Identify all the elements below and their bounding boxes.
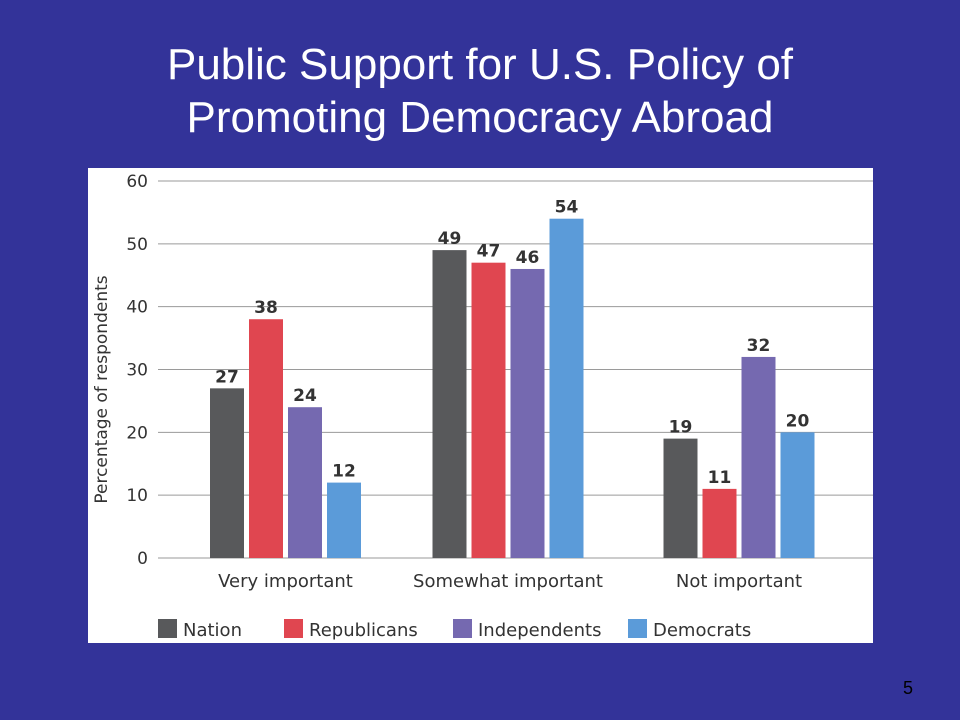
bar-value-label: 46 [516, 248, 540, 268]
bar-value-label: 47 [477, 242, 501, 262]
slide-title: Public Support for U.S. Policy of Promot… [0, 38, 960, 144]
y-axis-label: Percentage of respondents [92, 275, 112, 503]
bar-value-label: 54 [555, 198, 579, 218]
bar-value-label: 24 [293, 386, 317, 406]
bar-value-label: 11 [708, 468, 732, 488]
legend-swatch [453, 619, 472, 638]
bar-chart: 0 10 20 30 40 50 60 Percentage of respondents 27… [92, 172, 873, 641]
legend-label: Democrats [653, 620, 751, 641]
bar-value-label: 32 [747, 336, 771, 356]
bar [210, 388, 244, 558]
slide-title-line-2: Promoting Democracy Abroad [186, 93, 774, 142]
y-tick-label: 10 [126, 486, 148, 506]
legend-swatch [158, 619, 177, 638]
bar [549, 218, 584, 558]
bar [249, 319, 283, 558]
y-tick-label: 0 [137, 549, 148, 569]
bar [432, 250, 467, 558]
bar [663, 438, 698, 558]
legend-swatch [284, 619, 303, 638]
y-tick-label: 40 [126, 298, 148, 318]
legend-label: Independents [478, 620, 601, 641]
legend-swatch [628, 619, 647, 638]
bar [510, 268, 545, 558]
bar-value-label: 27 [215, 367, 239, 387]
bar [702, 488, 737, 558]
x-category-label: Very important [218, 571, 353, 592]
legend-label: Nation [183, 620, 242, 641]
page-number: 5 [902, 678, 913, 698]
legend-label: Republicans [309, 620, 418, 641]
x-category-label: Not important [676, 571, 802, 592]
y-tick-label: 30 [126, 361, 148, 381]
bar-value-label: 38 [254, 298, 278, 318]
bar-value-label: 12 [332, 462, 356, 482]
bar [327, 482, 361, 558]
chart-panel: 0 10 20 30 40 50 60 Percentage of respondents 27… [88, 168, 873, 643]
bar-value-label: 20 [786, 411, 810, 431]
y-tick-label: 20 [126, 423, 148, 443]
y-tick-label: 50 [126, 235, 148, 255]
bar [288, 407, 322, 558]
bar-value-label: 49 [438, 229, 462, 249]
bar [741, 356, 776, 558]
x-category-label: Somewhat important [413, 571, 603, 592]
bar [471, 262, 506, 558]
bar-value-label: 19 [669, 418, 693, 438]
y-tick-label: 60 [126, 172, 148, 192]
slide-title-line-1: Public Support for U.S. Policy of [166, 40, 794, 89]
bar [780, 432, 815, 558]
